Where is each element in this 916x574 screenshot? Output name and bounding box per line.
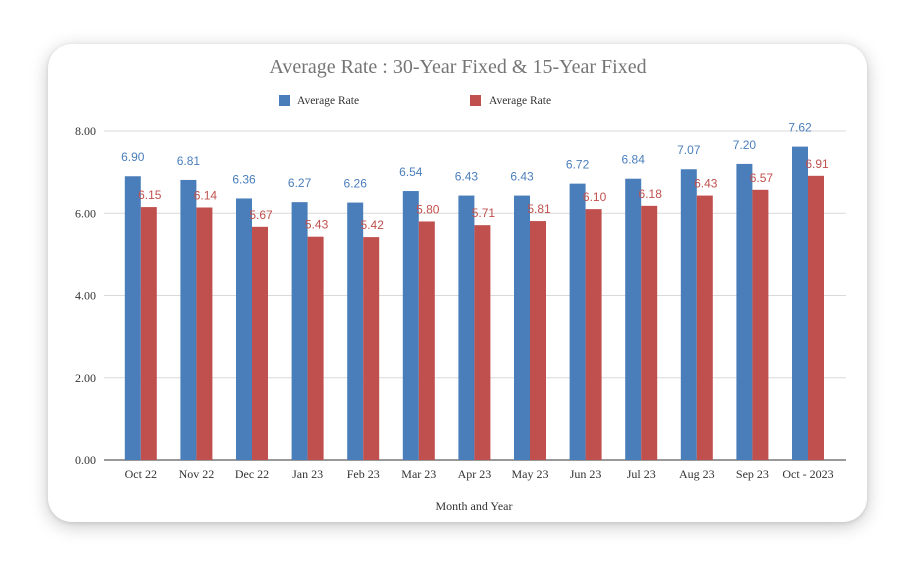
x-axis-ticks: Oct 22 Nov 22 Dec 22 Jan 23 Feb 23 Mar 23 Apr … [125,467,834,481]
data-labels: 6.90 6.15 6.81 6.14 6.36 5.67 6.27 5.43 6.26 5.42… [121,121,829,232]
bar-series-1 [402,191,419,461]
legend-swatch-series-2 [470,95,481,106]
x-tick-label: Aug 23 [679,467,715,481]
data-label-series-1: 6.36 [232,172,256,186]
bar-series-2 [307,236,324,460]
x-tick-label: Jun 23 [570,467,602,481]
bar-series-1 [514,195,530,460]
y-tick-label: 4.00 [75,289,96,303]
bars [124,146,824,461]
data-label-series-1: 7.07 [677,143,701,157]
data-label-series-2: 5.42 [361,218,385,232]
data-label-series-1: 6.43 [455,170,479,184]
x-axis-title: Month and Year [436,499,513,513]
data-label-series-2: 6.18 [639,187,663,201]
legend: Average Rate Average Rate [279,95,551,107]
data-label-series-1: 6.26 [344,177,368,191]
data-label-series-2: 6.57 [750,171,774,185]
bar-series-2 [474,225,491,460]
bar-series-2 [530,221,546,460]
data-label-series-1: 6.90 [121,150,145,164]
bar-series-1 [180,179,197,460]
bar-series-2 [140,207,157,460]
data-label-series-1: 6.84 [622,153,646,167]
data-label-series-2: 5.80 [416,202,440,216]
x-tick-label: Oct - 2023 [782,467,833,481]
x-tick-label: Sep 23 [736,467,769,481]
chart-title: Average Rate : 30-Year Fixed & 15-Year F… [269,56,646,78]
data-label-series-1: 7.20 [733,138,757,152]
data-label-series-2: 5.71 [472,206,496,220]
data-label-series-1: 6.72 [566,158,590,172]
data-label-series-2: 6.91 [805,157,829,171]
bar-series-2 [196,207,213,460]
bar-series-2 [363,237,380,460]
bar-series-1 [291,202,308,461]
y-tick-label: 8.00 [75,124,96,138]
bar-series-2 [418,221,435,460]
x-tick-label: Apr 23 [458,467,492,481]
bar-series-1 [236,198,252,460]
data-label-series-2: 6.14 [194,188,218,202]
y-tick-label: 0.00 [75,453,96,467]
legend-label-series-2: Average Rate [489,95,551,107]
data-label-series-1: 6.43 [510,170,534,184]
y-tick-label: 6.00 [75,206,96,220]
bar-series-2 [252,226,268,460]
x-tick-label: Nov 22 [179,467,215,481]
data-label-series-1: 6.54 [399,165,423,179]
bar-series-1 [124,176,141,461]
bar-series-2 [808,175,824,461]
data-label-series-2: 5.43 [305,218,329,232]
x-tick-label: Feb 23 [347,467,380,481]
x-tick-label: Jan 23 [292,467,323,481]
bar-series-2 [585,209,602,460]
data-label-series-2: 5.81 [527,202,551,216]
x-tick-label: May 23 [512,467,549,481]
x-tick-label: Oct 22 [125,467,157,481]
bar-series-1 [625,178,642,460]
data-label-series-1: 6.81 [177,154,201,168]
bar-series-1 [458,195,475,460]
data-label-series-1: 6.27 [288,176,312,190]
x-tick-label: Jul 23 [627,467,656,481]
bar-series-1 [347,202,364,460]
legend-swatch-series-1 [279,95,290,106]
x-tick-label: Mar 23 [401,467,436,481]
data-label-series-2: 6.43 [694,177,718,191]
data-label-series-1: 7.62 [788,121,812,135]
bar-series-2 [696,195,713,460]
bar-series-1 [736,163,753,460]
data-label-series-2: 5.67 [249,208,273,222]
y-axis-ticks: 0.00 2.00 4.00 6.00 8.00 [75,124,96,467]
y-tick-label: 2.00 [75,371,96,385]
bar-series-1 [569,183,586,460]
data-label-series-2: 6.10 [583,190,607,204]
bar-series-1 [792,146,808,460]
bar-series-2 [641,205,658,460]
legend-label-series-1: Average Rate [297,95,359,107]
bar-series-1 [680,169,697,460]
x-tick-label: Dec 22 [235,467,269,481]
bar-series-2 [752,189,769,460]
data-label-series-2: 6.15 [138,188,162,202]
